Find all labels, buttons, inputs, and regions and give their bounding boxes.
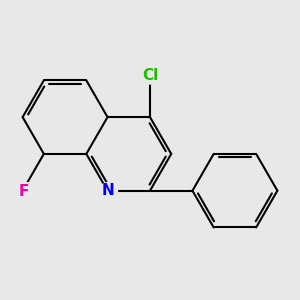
- Text: Cl: Cl: [142, 68, 158, 83]
- Text: N: N: [101, 183, 114, 198]
- Text: F: F: [19, 184, 29, 199]
